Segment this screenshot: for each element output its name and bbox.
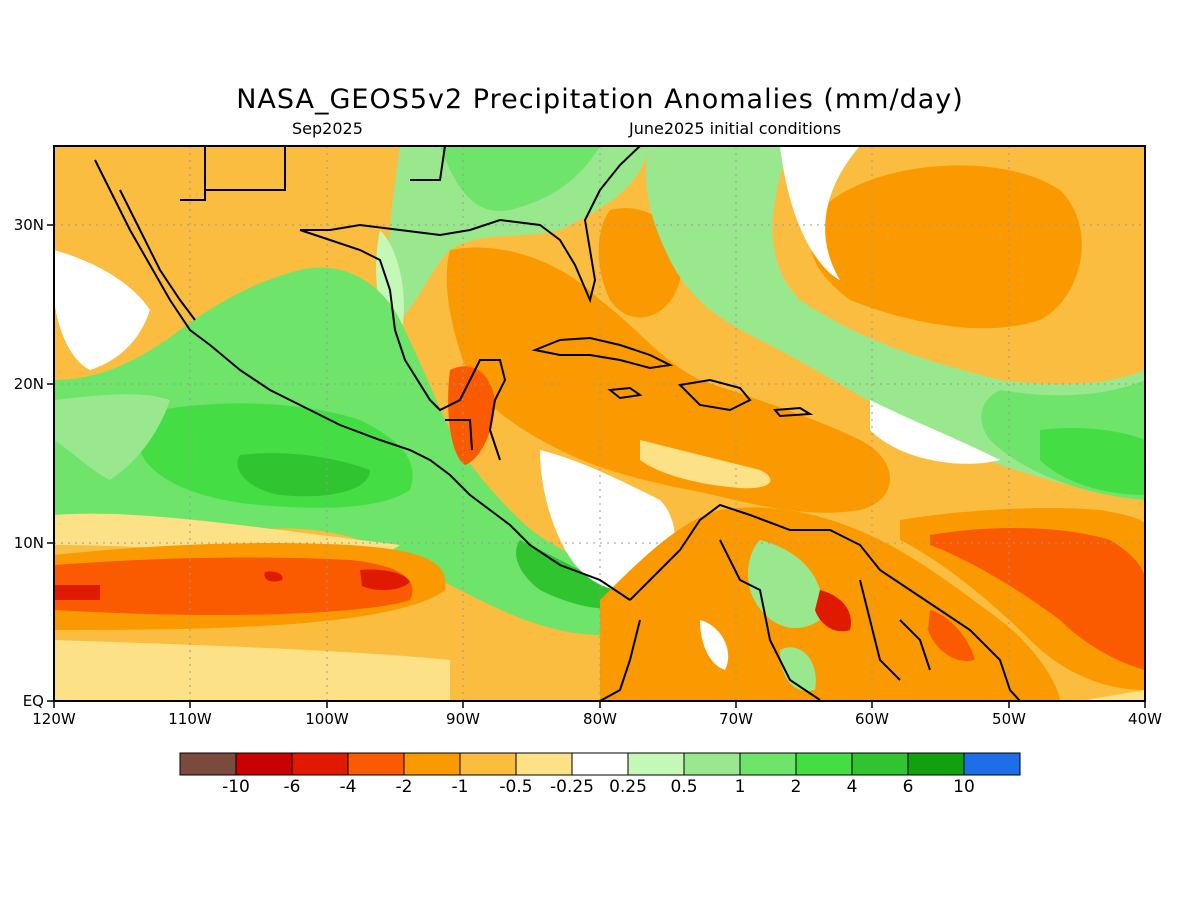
colorbar-swatch: [235, 752, 293, 776]
colorbar-swatch: [907, 752, 965, 776]
lon-label-100w: 100W: [305, 710, 349, 728]
colorbar-swatch: [403, 752, 461, 776]
colorbar-tick-label: 2: [790, 777, 802, 797]
colorbar-swatch: [627, 752, 685, 776]
colorbar-swatch: [347, 752, 405, 776]
forecast-month: Sep2025: [292, 119, 363, 138]
lon-label-40w: 40W: [1128, 710, 1162, 728]
anomaly-field: [54, 146, 1145, 701]
colorbar-tick-label: -2: [395, 777, 413, 797]
lat-label-eq: EQ: [22, 692, 44, 710]
colorbar-tick-label: 10: [953, 777, 975, 797]
axis-ticks: [47, 224, 1146, 708]
lon-label-120w: 120W: [32, 710, 76, 728]
lat-label-20n: 20N: [13, 375, 44, 393]
colorbar-swatch: [739, 752, 797, 776]
lat-label-30n: 30N: [13, 216, 44, 234]
colorbar-swatch: [963, 752, 1021, 776]
colorbar-swatch: [571, 752, 629, 776]
lon-label-90w: 90W: [446, 710, 480, 728]
lon-label-50w: 50W: [992, 710, 1026, 728]
colorbar-tick-label: -0.5: [499, 777, 533, 797]
lon-label-110w: 110W: [168, 710, 212, 728]
colorbar-tick-label: 4: [846, 777, 858, 797]
colorbar-swatch: [291, 752, 349, 776]
lat-label-10n: 10N: [13, 534, 44, 552]
initial-conditions: June2025 initial conditions: [629, 119, 842, 138]
colorbar-swatch: [795, 752, 853, 776]
colorbar-tick-label: 0.25: [609, 777, 647, 797]
coastlines: [94, 146, 1021, 701]
colorbar-tick-label: -6: [283, 777, 301, 797]
colorbar-tick-label: 0.5: [670, 777, 698, 797]
lon-label-70w: 70W: [719, 710, 753, 728]
colorbar-tick-label: -10: [222, 777, 250, 797]
colorbar: [179, 752, 1021, 776]
colorbar-swatch: [851, 752, 909, 776]
colorbar-swatch: [515, 752, 573, 776]
colorbar-tick-label: -0.25: [550, 777, 594, 797]
lon-label-80w: 80W: [583, 710, 617, 728]
colorbar-swatch: [683, 752, 741, 776]
colorbar-tick-label: -4: [339, 777, 357, 797]
colorbar-swatch: [179, 752, 237, 776]
map-title: NASA_GEOS5v2 Precipitation Anomalies (mm…: [236, 84, 964, 115]
colorbar-swatch: [459, 752, 517, 776]
colorbar-tick-label: 1: [734, 777, 746, 797]
colorbar-tick-label: 6: [902, 777, 914, 797]
lon-label-60w: 60W: [855, 710, 889, 728]
colorbar-tick-label: -1: [451, 777, 469, 797]
